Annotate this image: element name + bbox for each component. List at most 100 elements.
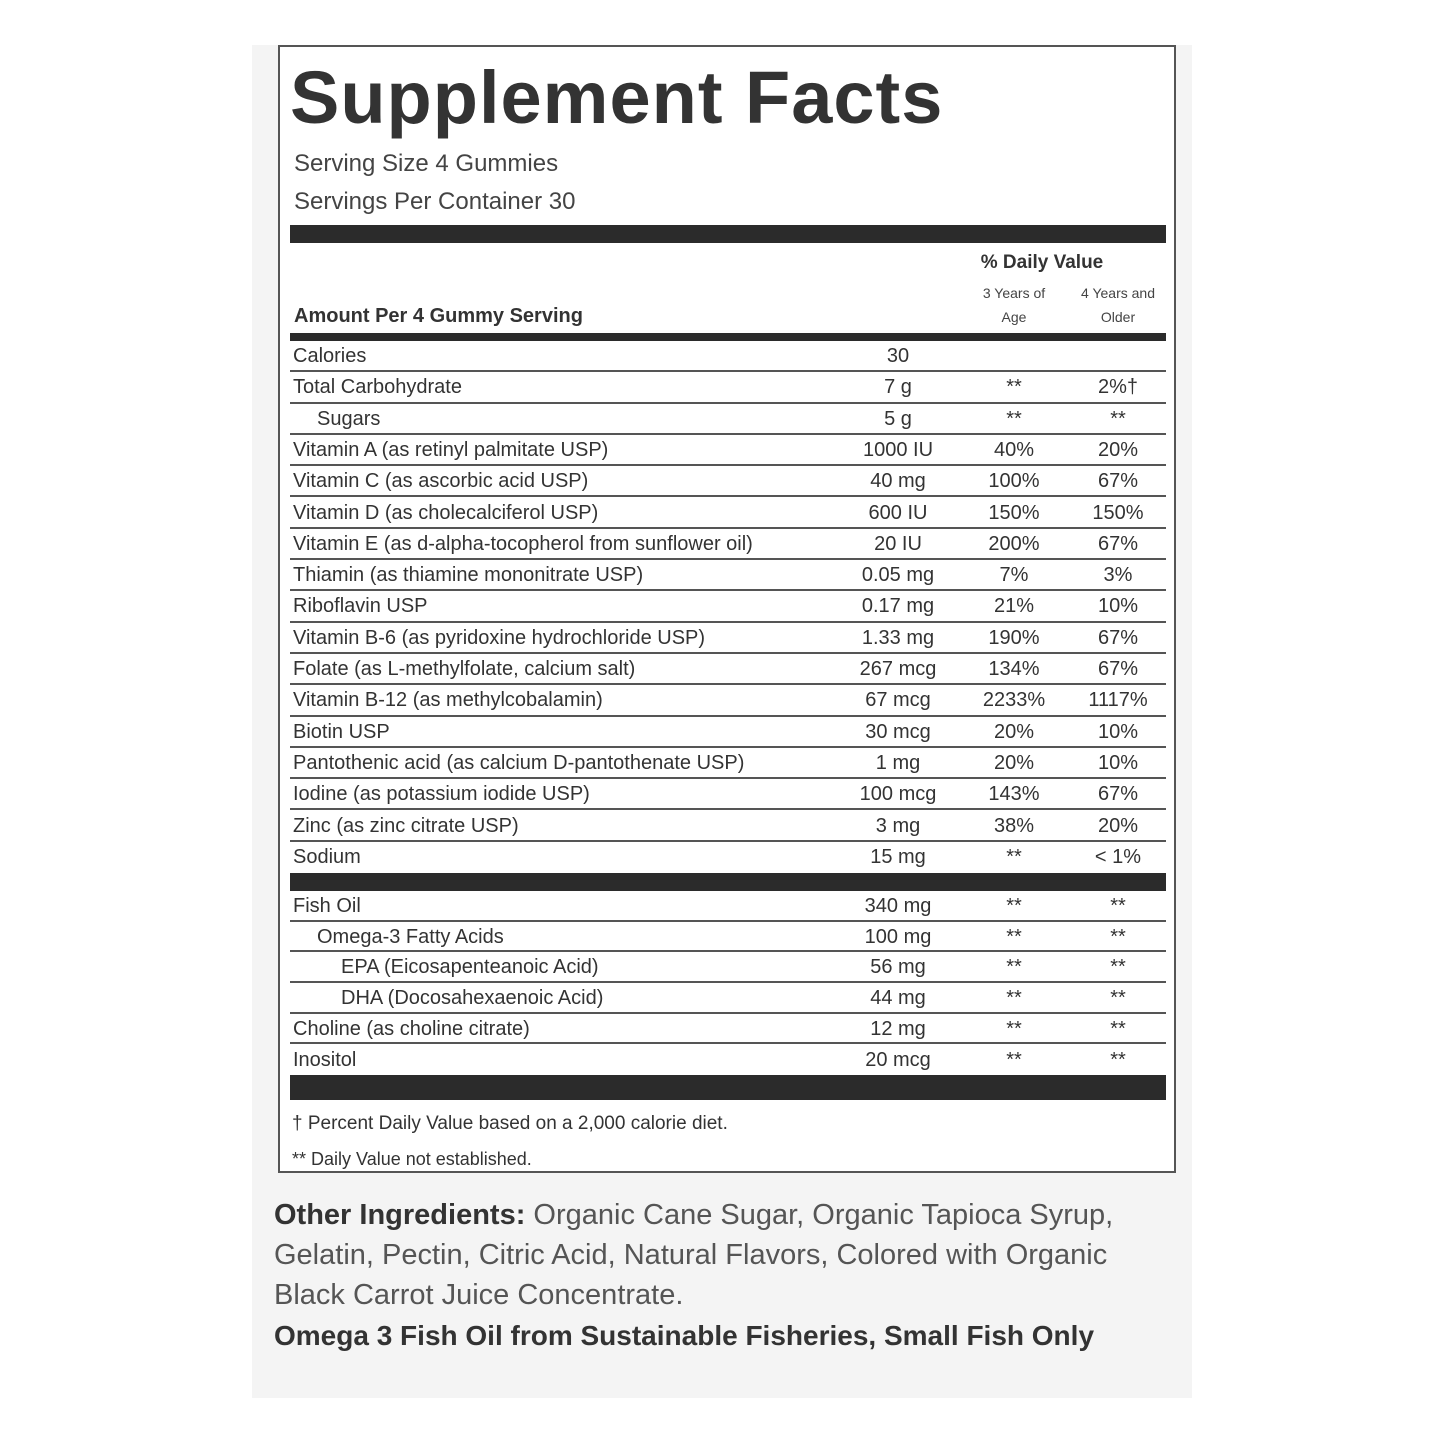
dv-4-years: ** bbox=[1110, 956, 1126, 979]
nutrient-name: Vitamin B-12 (as methylcobalamin) bbox=[293, 689, 603, 712]
amount: 67 mcg bbox=[865, 689, 931, 712]
amount-per-serving-header: Amount Per 4 Gummy Serving bbox=[294, 305, 583, 327]
dv-4-years: 10% bbox=[1097, 720, 1139, 743]
dv-3-years: 100% bbox=[988, 470, 1040, 493]
nutrient-name: Total Carbohydrate bbox=[293, 376, 462, 399]
nutrient-name: Folate (as L-methylfolate, calcium salt) bbox=[293, 658, 636, 680]
dv-3-years: ** bbox=[1006, 1048, 1022, 1071]
nutrient-name: Riboflavin USP bbox=[293, 595, 428, 618]
dv-4-years: 67% bbox=[1097, 658, 1139, 680]
amount: 600 IU bbox=[868, 501, 928, 524]
table-row: Zinc (as zinc citrate USP) 3 mg 38% 20% bbox=[290, 811, 1166, 842]
dv-3-years: ** bbox=[1006, 895, 1022, 917]
nutrient-name: Choline (as choline citrate) bbox=[293, 1017, 530, 1040]
other-ingredients-label: Other Ingredients: bbox=[274, 1199, 526, 1231]
table-row: Vitamin C (as ascorbic acid USP) 40 mg 100… bbox=[290, 466, 1166, 498]
table-row: Vitamin B-6 (as pyridoxine hydrochloride… bbox=[290, 623, 1166, 654]
nutrient-name: Sugars bbox=[317, 407, 381, 430]
amount: 12 mg bbox=[870, 1017, 926, 1040]
dv-4-years: 20% bbox=[1097, 814, 1139, 837]
amount: 30 mcg bbox=[865, 720, 931, 743]
table-row: Vitamin A (as retinyl palmitate USP) 1000… bbox=[290, 435, 1166, 467]
amount: 0.05 mg bbox=[861, 564, 935, 587]
dv-3-years: ** bbox=[1006, 987, 1022, 1010]
amount: 1000 IU bbox=[862, 438, 934, 461]
nutrient-name: Zinc (as zinc citrate USP) bbox=[293, 814, 519, 837]
amount: 3 mg bbox=[875, 814, 921, 837]
amount: 20 IU bbox=[874, 532, 922, 555]
nutrient-name: Vitamin A (as retinyl palmitate USP) bbox=[293, 438, 609, 461]
table-row: Vitamin E (as d-alpha-tocopherol from su… bbox=[290, 529, 1166, 561]
divider-thick bbox=[290, 873, 1166, 891]
dv-4-years: ** bbox=[1110, 1017, 1126, 1040]
nutrient-name: Omega-3 Fatty Acids bbox=[317, 925, 504, 948]
dv-3-years: 20% bbox=[993, 751, 1035, 774]
other-ingredients-text: Organic Cane Sugar, Organic Tapioca Syru… bbox=[274, 1199, 1114, 1311]
divider-thick bbox=[290, 225, 1166, 243]
dv-4-years: 10% bbox=[1097, 595, 1139, 618]
table-row: Folate (as L-methylfolate, calcium salt)… bbox=[290, 654, 1166, 686]
amount: 1.33 mg bbox=[861, 626, 935, 649]
amount: 15 mg bbox=[870, 845, 926, 868]
dv-4-years: 1117% bbox=[1088, 689, 1148, 712]
table-row: DHA (Docosahexaenoic Acid) 44 mg ** ** bbox=[290, 983, 1166, 1014]
dv-4-years: ** bbox=[1110, 407, 1126, 430]
serving-size: Serving Size 4 Gummies bbox=[294, 150, 559, 177]
table-row: Biotin USP 30 mcg 20% 10% bbox=[290, 717, 1166, 748]
amount: 40 mg bbox=[870, 470, 926, 493]
amount: 44 mg bbox=[870, 987, 926, 1010]
dv-4-years: 67% bbox=[1097, 626, 1139, 649]
divider-thick bbox=[290, 1075, 1166, 1100]
nutrient-name: EPA (Eicosapenteanoic Acid) bbox=[341, 956, 599, 979]
dv-3-years: 38% bbox=[993, 814, 1035, 837]
nutrient-name: Fish Oil bbox=[293, 895, 361, 917]
table-row: Pantothenic acid (as calcium D-pantothen… bbox=[290, 748, 1166, 780]
nutrient-name: Iodine (as potassium iodide USP) bbox=[293, 783, 590, 806]
nutrient-name: Biotin USP bbox=[293, 720, 390, 743]
dv-3-years: ** bbox=[1006, 1017, 1022, 1040]
dv-4-years: 3% bbox=[1103, 564, 1133, 587]
amount: 56 mg bbox=[870, 956, 926, 979]
servings-per-container: Servings Per Container 30 bbox=[294, 188, 576, 215]
nutrient-name: Pantothenic acid (as calcium D-pantothen… bbox=[293, 751, 745, 774]
dv-3-years: ** bbox=[1006, 376, 1022, 399]
nutrient-name: Thiamin (as thiamine mononitrate USP) bbox=[293, 564, 644, 587]
dv-3-years: 150% bbox=[988, 501, 1040, 524]
table-row: Vitamin D (as cholecalciferol USP) 600 IU… bbox=[290, 498, 1166, 529]
dv-3-years: 190% bbox=[988, 626, 1040, 649]
amount: 100 mcg bbox=[859, 783, 937, 806]
nutrient-name: Inositol bbox=[293, 1048, 357, 1071]
table-row: Total Carbohydrate 7 g ** 2%† bbox=[290, 372, 1166, 404]
daily-value-header: % Daily Value bbox=[980, 252, 1104, 273]
footnote-dagger: † Percent Daily Value based on a 2,000 c… bbox=[292, 1113, 728, 1134]
dv-3-years: ** bbox=[1006, 956, 1022, 979]
table-row: Sodium 15 mg ** < 1% bbox=[290, 842, 1166, 873]
col-3y-header-1: 3 Years of bbox=[982, 285, 1046, 301]
dv-3-years: ** bbox=[1006, 845, 1022, 868]
amount: 30 bbox=[886, 345, 910, 367]
table-row: Inositol 20 mcg ** ** bbox=[290, 1045, 1166, 1076]
amount: 5 g bbox=[884, 407, 912, 430]
table-row: Thiamin (as thiamine mononitrate USP) 0.0… bbox=[290, 560, 1166, 592]
nutrient-name: Vitamin D (as cholecalciferol USP) bbox=[293, 501, 599, 524]
table-row: Vitamin B-12 (as methylcobalamin) 67 mcg 2… bbox=[290, 685, 1166, 717]
dv-3-years: 200% bbox=[988, 532, 1040, 555]
dv-4-years: 2%† bbox=[1097, 376, 1139, 399]
amount: 7 g bbox=[884, 376, 912, 399]
dv-3-years: ** bbox=[1006, 925, 1022, 948]
dv-3-years: 2233% bbox=[982, 689, 1046, 712]
dv-4-years: 20% bbox=[1097, 438, 1139, 461]
dv-3-years: 21% bbox=[993, 595, 1035, 618]
dv-4-years: 67% bbox=[1097, 532, 1139, 555]
dv-4-years: < 1% bbox=[1094, 845, 1142, 868]
nutrient-name: Vitamin B-6 (as pyridoxine hydrochloride… bbox=[293, 626, 706, 649]
table-row: Sugars 5 g ** ** bbox=[290, 404, 1166, 435]
table-row: Fish Oil 340 mg ** ** bbox=[290, 891, 1166, 922]
dv-3-years: 143% bbox=[988, 783, 1040, 806]
table-row: Calories 30 bbox=[290, 341, 1166, 373]
table-row: Iodine (as potassium iodide USP) 100 mcg 1… bbox=[290, 779, 1166, 811]
nutrient-name: DHA (Docosahexaenoic Acid) bbox=[341, 987, 604, 1010]
col-4y-header-2: Older bbox=[1100, 309, 1136, 325]
amount: 0.17 mg bbox=[861, 595, 935, 618]
col-3y-header-2: Age bbox=[1001, 309, 1027, 325]
